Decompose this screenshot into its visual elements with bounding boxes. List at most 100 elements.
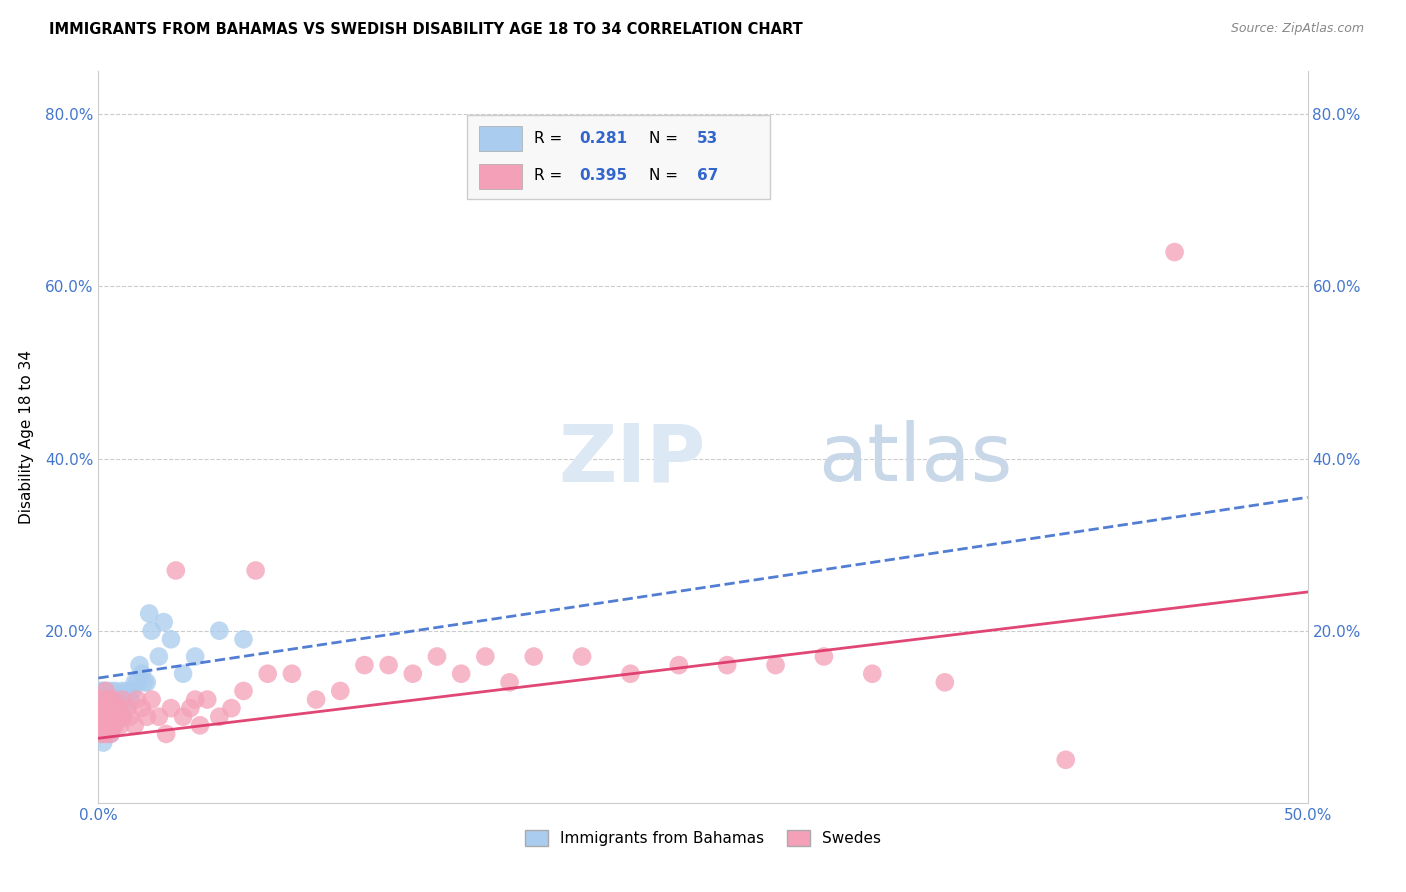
Text: IMMIGRANTS FROM BAHAMAS VS SWEDISH DISABILITY AGE 18 TO 34 CORRELATION CHART: IMMIGRANTS FROM BAHAMAS VS SWEDISH DISAB… (49, 22, 803, 37)
Point (111, 684, 134, 698)
Point (134, 675, 156, 690)
Point (160, 632, 183, 647)
Point (104, 710, 127, 724)
Point (97, 692, 120, 706)
Point (117, 684, 139, 698)
Point (172, 710, 194, 724)
Point (100, 727, 122, 741)
Point (107, 701, 129, 715)
Point (114, 692, 136, 706)
Point (104, 684, 127, 698)
Point (111, 710, 134, 724)
Point (101, 692, 124, 706)
Point (127, 692, 149, 706)
Point (934, 675, 956, 690)
Point (97, 718, 120, 732)
Text: Source: ZipAtlas.com: Source: ZipAtlas.com (1230, 22, 1364, 36)
Point (305, 692, 328, 706)
Point (155, 727, 177, 741)
Point (138, 607, 160, 621)
Point (104, 710, 127, 724)
Point (121, 684, 143, 698)
Point (184, 649, 207, 664)
Point (474, 649, 496, 664)
Point (94, 701, 117, 715)
Point (426, 649, 449, 664)
Point (208, 710, 231, 724)
Point (94, 718, 117, 732)
Point (160, 701, 183, 715)
Point (107, 710, 129, 724)
Point (94, 684, 117, 698)
Point (91, 684, 114, 698)
Point (111, 710, 134, 724)
Legend: Immigrants from Bahamas, Swedes: Immigrants from Bahamas, Swedes (517, 822, 889, 854)
Point (90, 727, 112, 741)
Point (97, 710, 120, 724)
Point (94, 710, 117, 724)
Point (100, 684, 122, 698)
Point (94, 718, 117, 732)
Point (91, 718, 114, 732)
Point (90, 710, 112, 724)
Point (91, 735, 114, 749)
Point (135, 675, 157, 690)
Point (232, 684, 254, 698)
Point (94, 684, 117, 698)
Point (117, 701, 139, 715)
Point (232, 632, 254, 647)
Point (100, 710, 122, 724)
Point (131, 701, 153, 715)
Point (1054, 753, 1077, 767)
Point (101, 710, 124, 724)
Point (90, 692, 112, 706)
Point (97, 710, 120, 724)
Point (111, 692, 134, 706)
Point (100, 710, 122, 724)
Point (91, 710, 114, 724)
Point (101, 692, 124, 706)
Point (281, 666, 304, 681)
Point (148, 710, 170, 724)
Point (208, 624, 231, 638)
Y-axis label: Disability Age 18 to 34: Disability Age 18 to 34 (18, 350, 34, 524)
Point (107, 701, 129, 715)
Point (716, 658, 738, 673)
Point (195, 692, 218, 706)
Point (256, 666, 278, 681)
Text: ZIP: ZIP (558, 420, 706, 498)
Point (90, 710, 112, 724)
Point (860, 666, 883, 681)
Point (100, 727, 122, 741)
Point (100, 701, 122, 715)
Point (90, 727, 112, 741)
Point (131, 666, 153, 681)
Point (141, 692, 163, 706)
Point (188, 718, 211, 732)
Point (353, 658, 375, 673)
Point (128, 658, 150, 673)
Point (498, 675, 520, 690)
Point (221, 701, 243, 715)
Point (90, 684, 112, 698)
Point (571, 649, 593, 664)
Point (141, 624, 163, 638)
Point (97, 701, 120, 715)
Point (91, 701, 114, 715)
Point (148, 649, 170, 664)
Point (101, 718, 124, 732)
Point (97, 692, 120, 706)
Point (152, 615, 174, 629)
Point (165, 564, 187, 578)
Point (124, 718, 146, 732)
Point (107, 710, 129, 724)
Point (172, 666, 194, 681)
Point (91, 710, 114, 724)
Point (127, 675, 149, 690)
Point (124, 675, 146, 690)
Point (91, 718, 114, 732)
Point (402, 666, 425, 681)
Point (668, 658, 690, 673)
Point (94, 727, 117, 741)
Text: atlas: atlas (818, 420, 1012, 498)
